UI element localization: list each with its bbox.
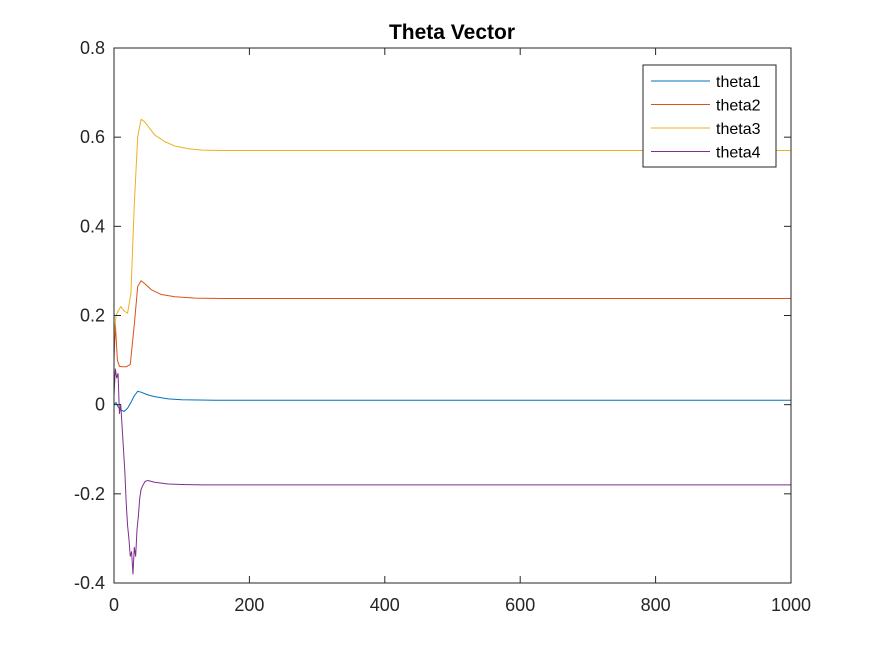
x-tick-label: 800 <box>641 595 671 615</box>
tick-label-layer: 0 200 400 600 800 1000 -0.4 -0.2 0 0.2 0.4 0.6 0.8 <box>74 38 811 615</box>
legend-label-theta3: theta3 <box>716 121 761 138</box>
axes-layer <box>113 47 792 584</box>
legend: theta1 theta2 theta3 theta4 <box>642 64 777 168</box>
x-tick-label: 200 <box>234 595 264 615</box>
y-tick-label: -0.4 <box>74 573 105 593</box>
x-tick-label: 400 <box>370 595 400 615</box>
series-line-theta2 <box>113 280 791 368</box>
chart-title: Theta Vector <box>389 21 515 44</box>
x-tick-label: 600 <box>505 595 535 615</box>
legend-label-theta2: theta2 <box>716 98 761 115</box>
y-tick-label: 0.4 <box>80 216 105 236</box>
series-line-theta3 <box>113 118 791 338</box>
y-tick-label: -0.2 <box>74 484 105 504</box>
legend-label-theta1: theta1 <box>716 74 761 91</box>
y-tick-label: 0.2 <box>80 306 105 326</box>
y-tick-label: 0 <box>95 395 105 415</box>
legend-label-theta4: theta4 <box>716 145 761 162</box>
x-tick-label: 0 <box>109 595 119 615</box>
series-layer <box>113 118 791 575</box>
series-line-theta4 <box>113 368 791 575</box>
legend-box <box>642 64 777 168</box>
y-tick-label: 0.8 <box>80 38 105 58</box>
x-tick-label: 1000 <box>771 595 811 615</box>
y-tick-label: 0.6 <box>80 127 105 147</box>
